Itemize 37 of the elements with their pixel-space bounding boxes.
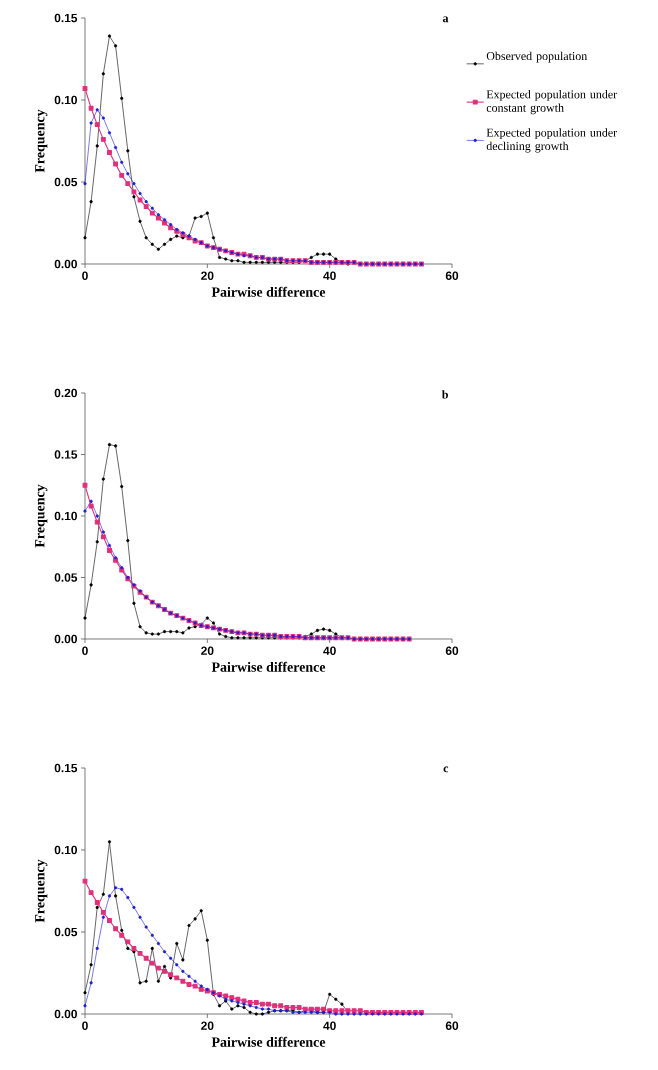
x-tick-label: 60 (445, 646, 459, 655)
y-tick-label: 0.15 (54, 450, 78, 459)
y-tick-label: 0.05 (54, 573, 78, 582)
y-tick-label: 0.15 (54, 13, 78, 23)
x-tick-label: 0 (82, 1021, 88, 1030)
y-tick-label: 0.15 (54, 763, 78, 773)
y-tick-label: 0.05 (54, 927, 78, 937)
x-tick-label: 20 (201, 1021, 214, 1030)
y-tick-label: 0.00 (54, 259, 77, 269)
x-tick-label: 60 (445, 1021, 459, 1030)
y-tick-label: 0.10 (54, 95, 77, 105)
y-axis-title: Frequency (35, 859, 48, 923)
x-tick-label: 20 (201, 646, 214, 655)
x-axis-title: Pairwise difference (211, 286, 326, 297)
y-tick-label: 0.20 (54, 388, 77, 398)
x-axis-title: Pairwise difference (211, 661, 326, 672)
x-tick-label: 0 (82, 646, 88, 655)
legend-label: Observed population (486, 51, 588, 63)
x-tick-label: 60 (445, 271, 459, 280)
y-tick-label: 0.10 (54, 511, 77, 521)
chart-title: c (443, 766, 449, 773)
legend-label: Expected population under declining growth (486, 128, 617, 153)
y-tick-label: 0.00 (54, 1009, 77, 1019)
x-axis-title: Pairwise difference (211, 1036, 326, 1047)
x-tick-label: 40 (323, 271, 336, 280)
y-tick-label: 0.10 (54, 845, 77, 855)
legend-label: Expected population under constant growth (486, 89, 617, 115)
y-tick-label: 0.05 (54, 177, 78, 187)
x-tick-label: 40 (323, 646, 336, 655)
y-axis-title: Frequency (35, 484, 48, 548)
x-tick-label: 40 (323, 1021, 336, 1030)
x-tick-label: 0 (82, 271, 88, 280)
y-axis-title: Frequency (35, 109, 48, 173)
chart-title: a (442, 16, 449, 23)
x-tick-label: 20 (201, 271, 214, 280)
chart-title: b (441, 390, 448, 399)
y-tick-label: 0.00 (54, 634, 77, 644)
